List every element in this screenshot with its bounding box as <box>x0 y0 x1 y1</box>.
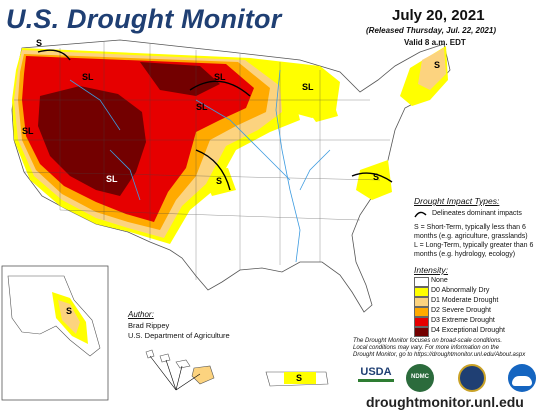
intensity-swatch <box>414 277 429 287</box>
puerto-rico-d0 <box>284 372 316 384</box>
label-sl-nd: SL <box>214 72 226 82</box>
hawaii <box>145 349 215 385</box>
author-org: U.S. Department of Agriculture <box>128 331 230 340</box>
label-sl-sw: SL <box>106 174 118 184</box>
intensity-label: D1 Moderate Drought <box>431 297 499 304</box>
intensity-heading: Intensity: <box>414 265 449 275</box>
impact-long: L = Long-Term, typically greater than 6 … <box>414 242 534 258</box>
commerce-seal-logo <box>458 364 486 392</box>
intensity-swatch <box>414 317 429 327</box>
impact-dominant: Delineates dominant impacts <box>432 210 522 217</box>
intensity-swatch <box>414 307 429 317</box>
disclaimer-line-1: The Drought Monitor focuses on broad-sca… <box>353 338 503 344</box>
drought-map <box>1 39 451 401</box>
page-title: U.S. Drought Monitor <box>6 4 282 34</box>
disclaimer-line-2: Local conditions may vary. For more info… <box>353 345 499 351</box>
intensity-label: D3 Extreme Drought <box>431 317 495 324</box>
release-date: (Released Thursday, Jul. 22, 2021) <box>366 26 496 35</box>
impact-short: S = Short-Term, typically less than 6 mo… <box>414 224 528 240</box>
impact-lines <box>37 49 393 191</box>
valid-time: Valid 8 a.m. EDT <box>404 38 466 47</box>
ndmc-logo: NDMC <box>406 364 434 392</box>
d0-mi <box>300 92 338 122</box>
label-sl-mn: SL <box>196 102 208 112</box>
label-s-ak: S <box>66 306 73 316</box>
label-sl-nw: SL <box>82 72 94 82</box>
d4-west <box>38 86 146 196</box>
author-name: Brad Rippey <box>128 321 170 330</box>
usda-logo: USDA <box>358 366 394 388</box>
alaska-d1 <box>58 300 80 334</box>
disclaimer-line-3: Drought Monitor, go to https://droughtmo… <box>353 352 526 358</box>
noaa-logo <box>508 364 536 392</box>
d4-north <box>140 62 220 96</box>
label-s-va: S <box>373 172 380 182</box>
label-sl-nv: SL <box>22 126 34 136</box>
footer-url: droughtmonitor.unl.edu <box>366 394 524 410</box>
label-sl-ne: SL <box>302 82 314 92</box>
d1-ne <box>418 48 446 90</box>
rivers <box>69 69 331 263</box>
intensity-swatch <box>414 327 429 337</box>
intensity-label: D4 Exceptional Drought <box>431 327 505 334</box>
label-s-me: S <box>434 60 441 70</box>
map-date: July 20, 2021 <box>392 7 485 24</box>
intensity-swatch <box>414 297 429 307</box>
intensity-label: None <box>431 277 448 284</box>
label-s-ks: S <box>216 176 223 186</box>
impact-line-icon <box>414 211 427 218</box>
author-heading: Author: <box>128 310 154 319</box>
intensity-label: D2 Severe Drought <box>431 307 491 314</box>
label-s-pr: S <box>296 373 303 383</box>
hawaii-pointers <box>149 355 201 391</box>
intensity-label: D0 Abnormally Dry <box>431 287 490 294</box>
label-s-pnw: S <box>36 38 43 48</box>
intensity-swatch <box>414 287 429 297</box>
impact-heading: Drought Impact Types: <box>414 196 500 206</box>
